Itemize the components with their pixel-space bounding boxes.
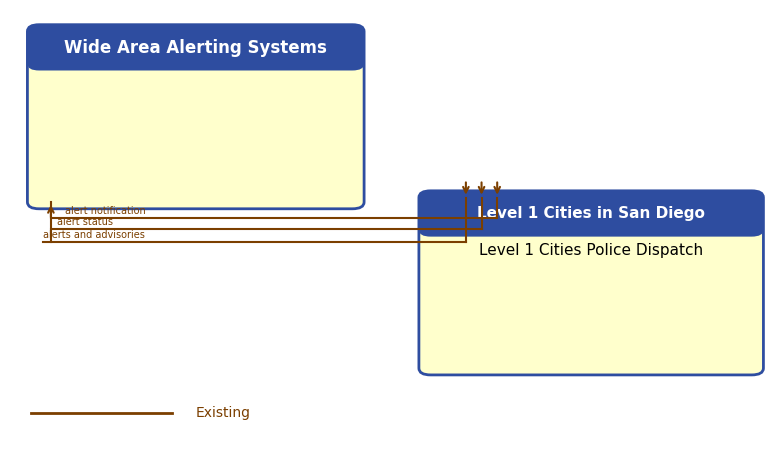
Text: Level 1 Cities Police Dispatch: Level 1 Cities Police Dispatch: [479, 242, 703, 258]
Text: Existing: Existing: [196, 406, 251, 420]
FancyBboxPatch shape: [419, 191, 763, 237]
Bar: [39, 48, 352, 64]
Text: Level 1 Cities in San Diego: Level 1 Cities in San Diego: [477, 206, 705, 221]
FancyBboxPatch shape: [27, 25, 364, 70]
Text: alert notification: alert notification: [65, 206, 146, 216]
Text: alerts and advisories: alerts and advisories: [43, 230, 145, 240]
FancyBboxPatch shape: [27, 25, 364, 209]
Text: Wide Area Alerting Systems: Wide Area Alerting Systems: [64, 39, 327, 57]
Text: alert status: alert status: [57, 217, 114, 227]
Bar: [431, 214, 752, 230]
FancyBboxPatch shape: [419, 191, 763, 375]
